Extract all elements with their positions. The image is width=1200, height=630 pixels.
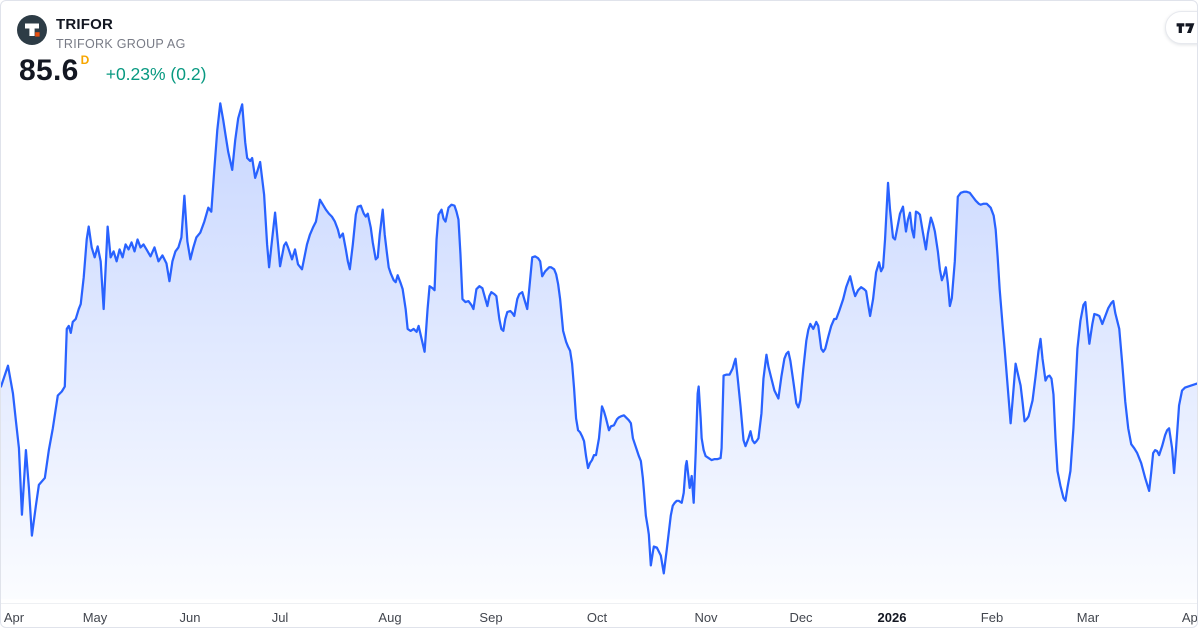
price-row: 85.6 D +0.23% (0.2) bbox=[19, 53, 206, 88]
price-line bbox=[1, 102, 1197, 575]
trifork-logo-icon bbox=[25, 23, 40, 37]
symbol-name: TRIFOR bbox=[56, 16, 114, 33]
last-price: 85.6 bbox=[19, 54, 79, 87]
logo-orange-dot bbox=[35, 32, 40, 37]
symbol-header[interactable]: TRIFOR TRIFORK GROUP AG bbox=[17, 15, 186, 52]
interval-badge: D bbox=[80, 53, 90, 67]
axis-separator bbox=[1, 603, 1197, 604]
trifork-logo[interactable] bbox=[17, 15, 47, 45]
tradingview-logo-icon bbox=[1176, 22, 1195, 33]
area-fill bbox=[1, 103, 1197, 600]
company-name: TRIFORK GROUP AG bbox=[56, 37, 186, 51]
price-change: +0.23% (0.2) bbox=[105, 64, 207, 84]
tradingview-badge[interactable] bbox=[1165, 11, 1197, 44]
